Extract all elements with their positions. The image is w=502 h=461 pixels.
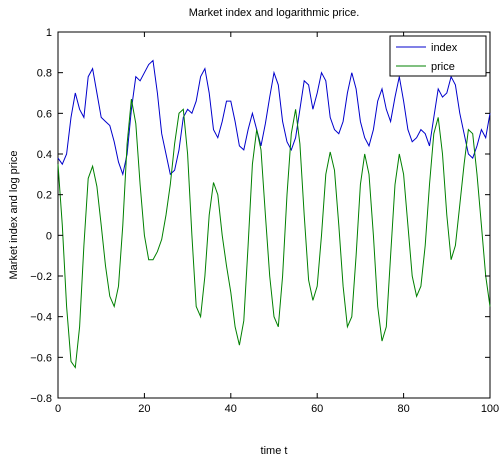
series-lines <box>57 59 491 369</box>
chart-title: Market index and logarithmic price. <box>189 7 360 19</box>
legend-box <box>389 35 487 77</box>
plot-area <box>57 31 491 399</box>
y-tick-label: 0.6 <box>37 108 52 120</box>
y-tick-label: −0.4 <box>30 312 52 324</box>
x-tick-labels: 0 20 40 60 80 100 <box>55 403 499 415</box>
y-tick-label: −0.6 <box>30 352 52 364</box>
axis-ticks <box>57 31 491 399</box>
y-tick-label: 0.8 <box>37 68 52 80</box>
x-tick-label: 100 <box>481 403 499 415</box>
y-tick-label: 0 <box>46 230 52 242</box>
x-tick-label: 0 <box>55 403 61 415</box>
plot-frame <box>57 31 491 399</box>
y-tick-label: 0.2 <box>37 190 52 202</box>
series-line-price <box>57 99 491 369</box>
series-line-index <box>57 59 491 177</box>
x-tick-label: 40 <box>225 403 237 415</box>
x-axis-label: time t <box>261 445 288 457</box>
legend: index price <box>389 35 487 77</box>
y-tick-label: 0.4 <box>37 149 52 161</box>
x-tick-label: 80 <box>397 403 409 415</box>
y-tick-label: −0.2 <box>30 271 52 283</box>
y-axis-label: Market index and log price <box>8 150 20 279</box>
y-tick-labels: −0.8 −0.6 −0.4 −0.2 0 0.2 0.4 0.6 0.8 1 <box>30 27 52 405</box>
x-tick-label: 20 <box>138 403 150 415</box>
y-tick-label: −0.8 <box>30 393 52 405</box>
legend-label-price: price <box>431 61 455 73</box>
y-tick-label: 1 <box>46 27 52 39</box>
legend-label-index: index <box>431 42 458 54</box>
x-tick-label: 60 <box>311 403 323 415</box>
